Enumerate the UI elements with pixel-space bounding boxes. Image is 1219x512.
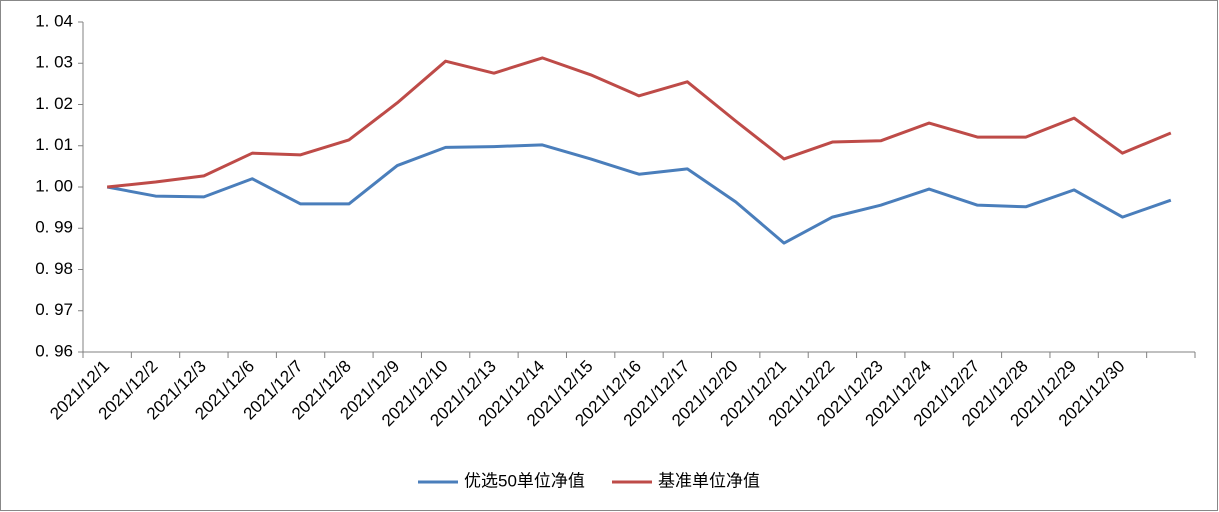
series-line	[106, 143, 1172, 245]
legend-label: 优选50单位净值	[464, 471, 585, 490]
y-tick-label: 1. 00	[35, 176, 73, 195]
y-tick-label: 1. 01	[35, 135, 73, 154]
y-tick-label: 0. 97	[35, 300, 73, 319]
series-line	[107, 56, 1172, 189]
y-tick-label: 0. 99	[35, 218, 73, 237]
y-tick-label: 1. 04	[35, 11, 73, 30]
y-tick-label: 0. 96	[35, 341, 73, 360]
y-tick-label: 1. 03	[35, 53, 73, 72]
y-tick-label: 0. 98	[35, 259, 73, 278]
legend-label: 基准单位净值	[658, 471, 760, 490]
y-tick-label: 1. 02	[35, 94, 73, 113]
